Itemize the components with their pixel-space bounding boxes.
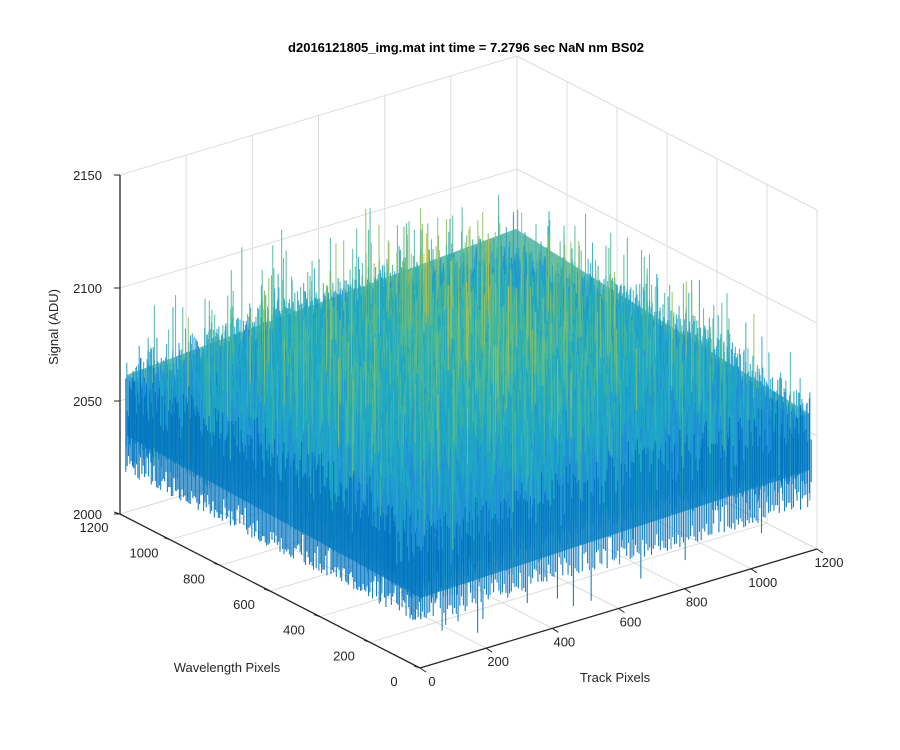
chart-title: d2016121805_img.mat int time = 7.2796 se…: [288, 40, 644, 55]
grid-line-floor-y: [369, 522, 768, 643]
grid-line-backwall-z: [119, 55, 518, 176]
grid-line-backwall-z: [119, 168, 518, 289]
grid-line-sidewall-z: [516, 55, 818, 211]
surface-plot: [125, 194, 812, 633]
grid-line-sidewall-z: [516, 168, 818, 324]
